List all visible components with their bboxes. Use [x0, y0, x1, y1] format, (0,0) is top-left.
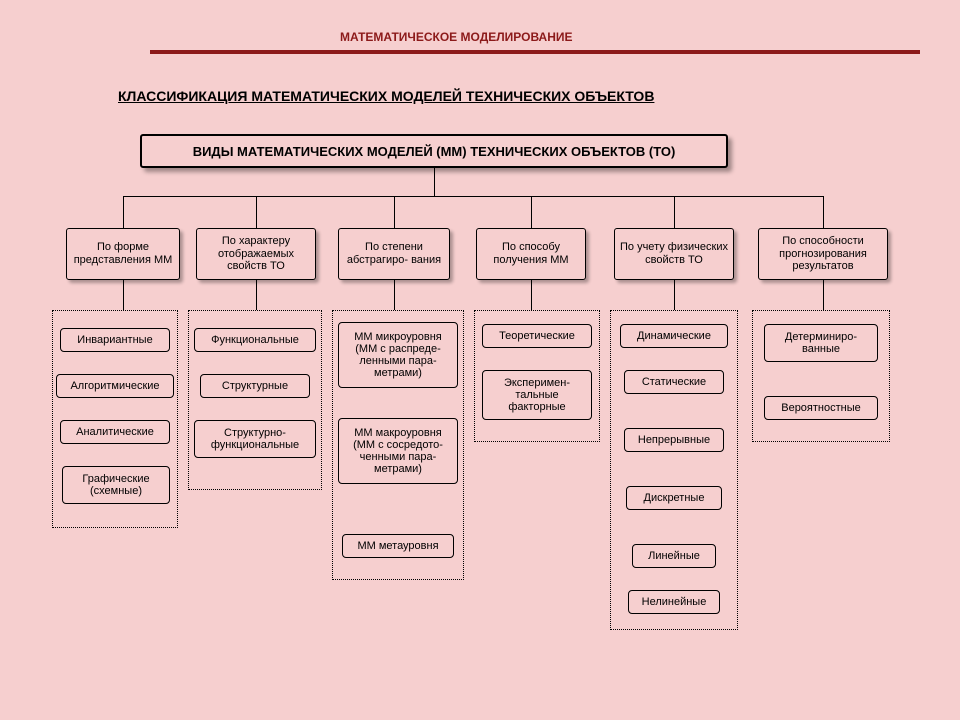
connector — [256, 280, 257, 310]
connector — [674, 280, 675, 310]
leaf-analytic: Аналитические — [60, 420, 170, 444]
connector — [823, 196, 824, 228]
leaf-linear: Линейные — [632, 544, 716, 568]
leaf-determinist: Детерминиро- ванные — [764, 324, 878, 362]
leaf-invariant: Инвариантные — [60, 328, 170, 352]
leaf-dynamic: Динамические — [620, 324, 728, 348]
leaf-micro: ММ микроуровня (ММ с распреде- ленными п… — [338, 322, 458, 388]
connector — [394, 280, 395, 310]
leaf-graphic: Графические (схемные) — [62, 466, 170, 504]
leaf-probabilist: Вероятностные — [764, 396, 878, 420]
connector — [394, 196, 395, 228]
leaf-nonlinear: Нелинейные — [628, 590, 720, 614]
connector — [823, 280, 824, 310]
connector — [531, 280, 532, 310]
leaf-meta: ММ метауровня — [342, 534, 454, 558]
leaf-algorithmic: Алгоритмические — [56, 374, 174, 398]
header-label: МАТЕМАТИЧЕСКОЕ МОДЕЛИРОВАНИЕ — [340, 30, 573, 44]
cat-form: По форме представления ММ — [66, 228, 180, 280]
leaf-struct-func: Структурно- функциональные — [194, 420, 316, 458]
leaf-macro: ММ макроуровня (ММ с сосредото- ченными … — [338, 418, 458, 484]
connector — [531, 196, 532, 228]
cat-char: По характеру отображаемых свойств ТО — [196, 228, 316, 280]
cat-phys: По учету физических свойств ТО — [614, 228, 734, 280]
connector — [256, 196, 257, 228]
leaf-static: Статические — [624, 370, 724, 394]
root-box: ВИДЫ МАТЕМАТИЧЕСКИХ МОДЕЛЕЙ (ММ) ТЕХНИЧЕ… — [140, 134, 728, 168]
leaf-experimental: Эксперимен- тальные факторные — [482, 370, 592, 420]
leaf-functional: Функциональные — [194, 328, 316, 352]
grp-phys — [610, 310, 738, 630]
cat-method: По способу получения ММ — [476, 228, 586, 280]
connector — [434, 168, 435, 196]
header-rule — [150, 50, 920, 54]
leaf-theoretical: Теоретические — [482, 324, 592, 348]
connector — [123, 196, 124, 228]
cat-predict: По способности прогнозирования результат… — [758, 228, 888, 280]
leaf-continuous: Непрерывные — [624, 428, 724, 452]
cat-abstr: По степени абстрагиро- вания — [338, 228, 450, 280]
connector — [674, 196, 675, 228]
diagram-page: МАТЕМАТИЧЕСКОЕ МОДЕЛИРОВАНИЕ КЛАССИФИКАЦ… — [0, 0, 960, 720]
connector — [123, 196, 823, 197]
connector — [123, 280, 124, 310]
leaf-structural: Структурные — [200, 374, 310, 398]
page-title: КЛАССИФИКАЦИЯ МАТЕМАТИЧЕСКИХ МОДЕЛЕЙ ТЕХ… — [118, 88, 654, 104]
leaf-discrete: Дискретные — [626, 486, 722, 510]
